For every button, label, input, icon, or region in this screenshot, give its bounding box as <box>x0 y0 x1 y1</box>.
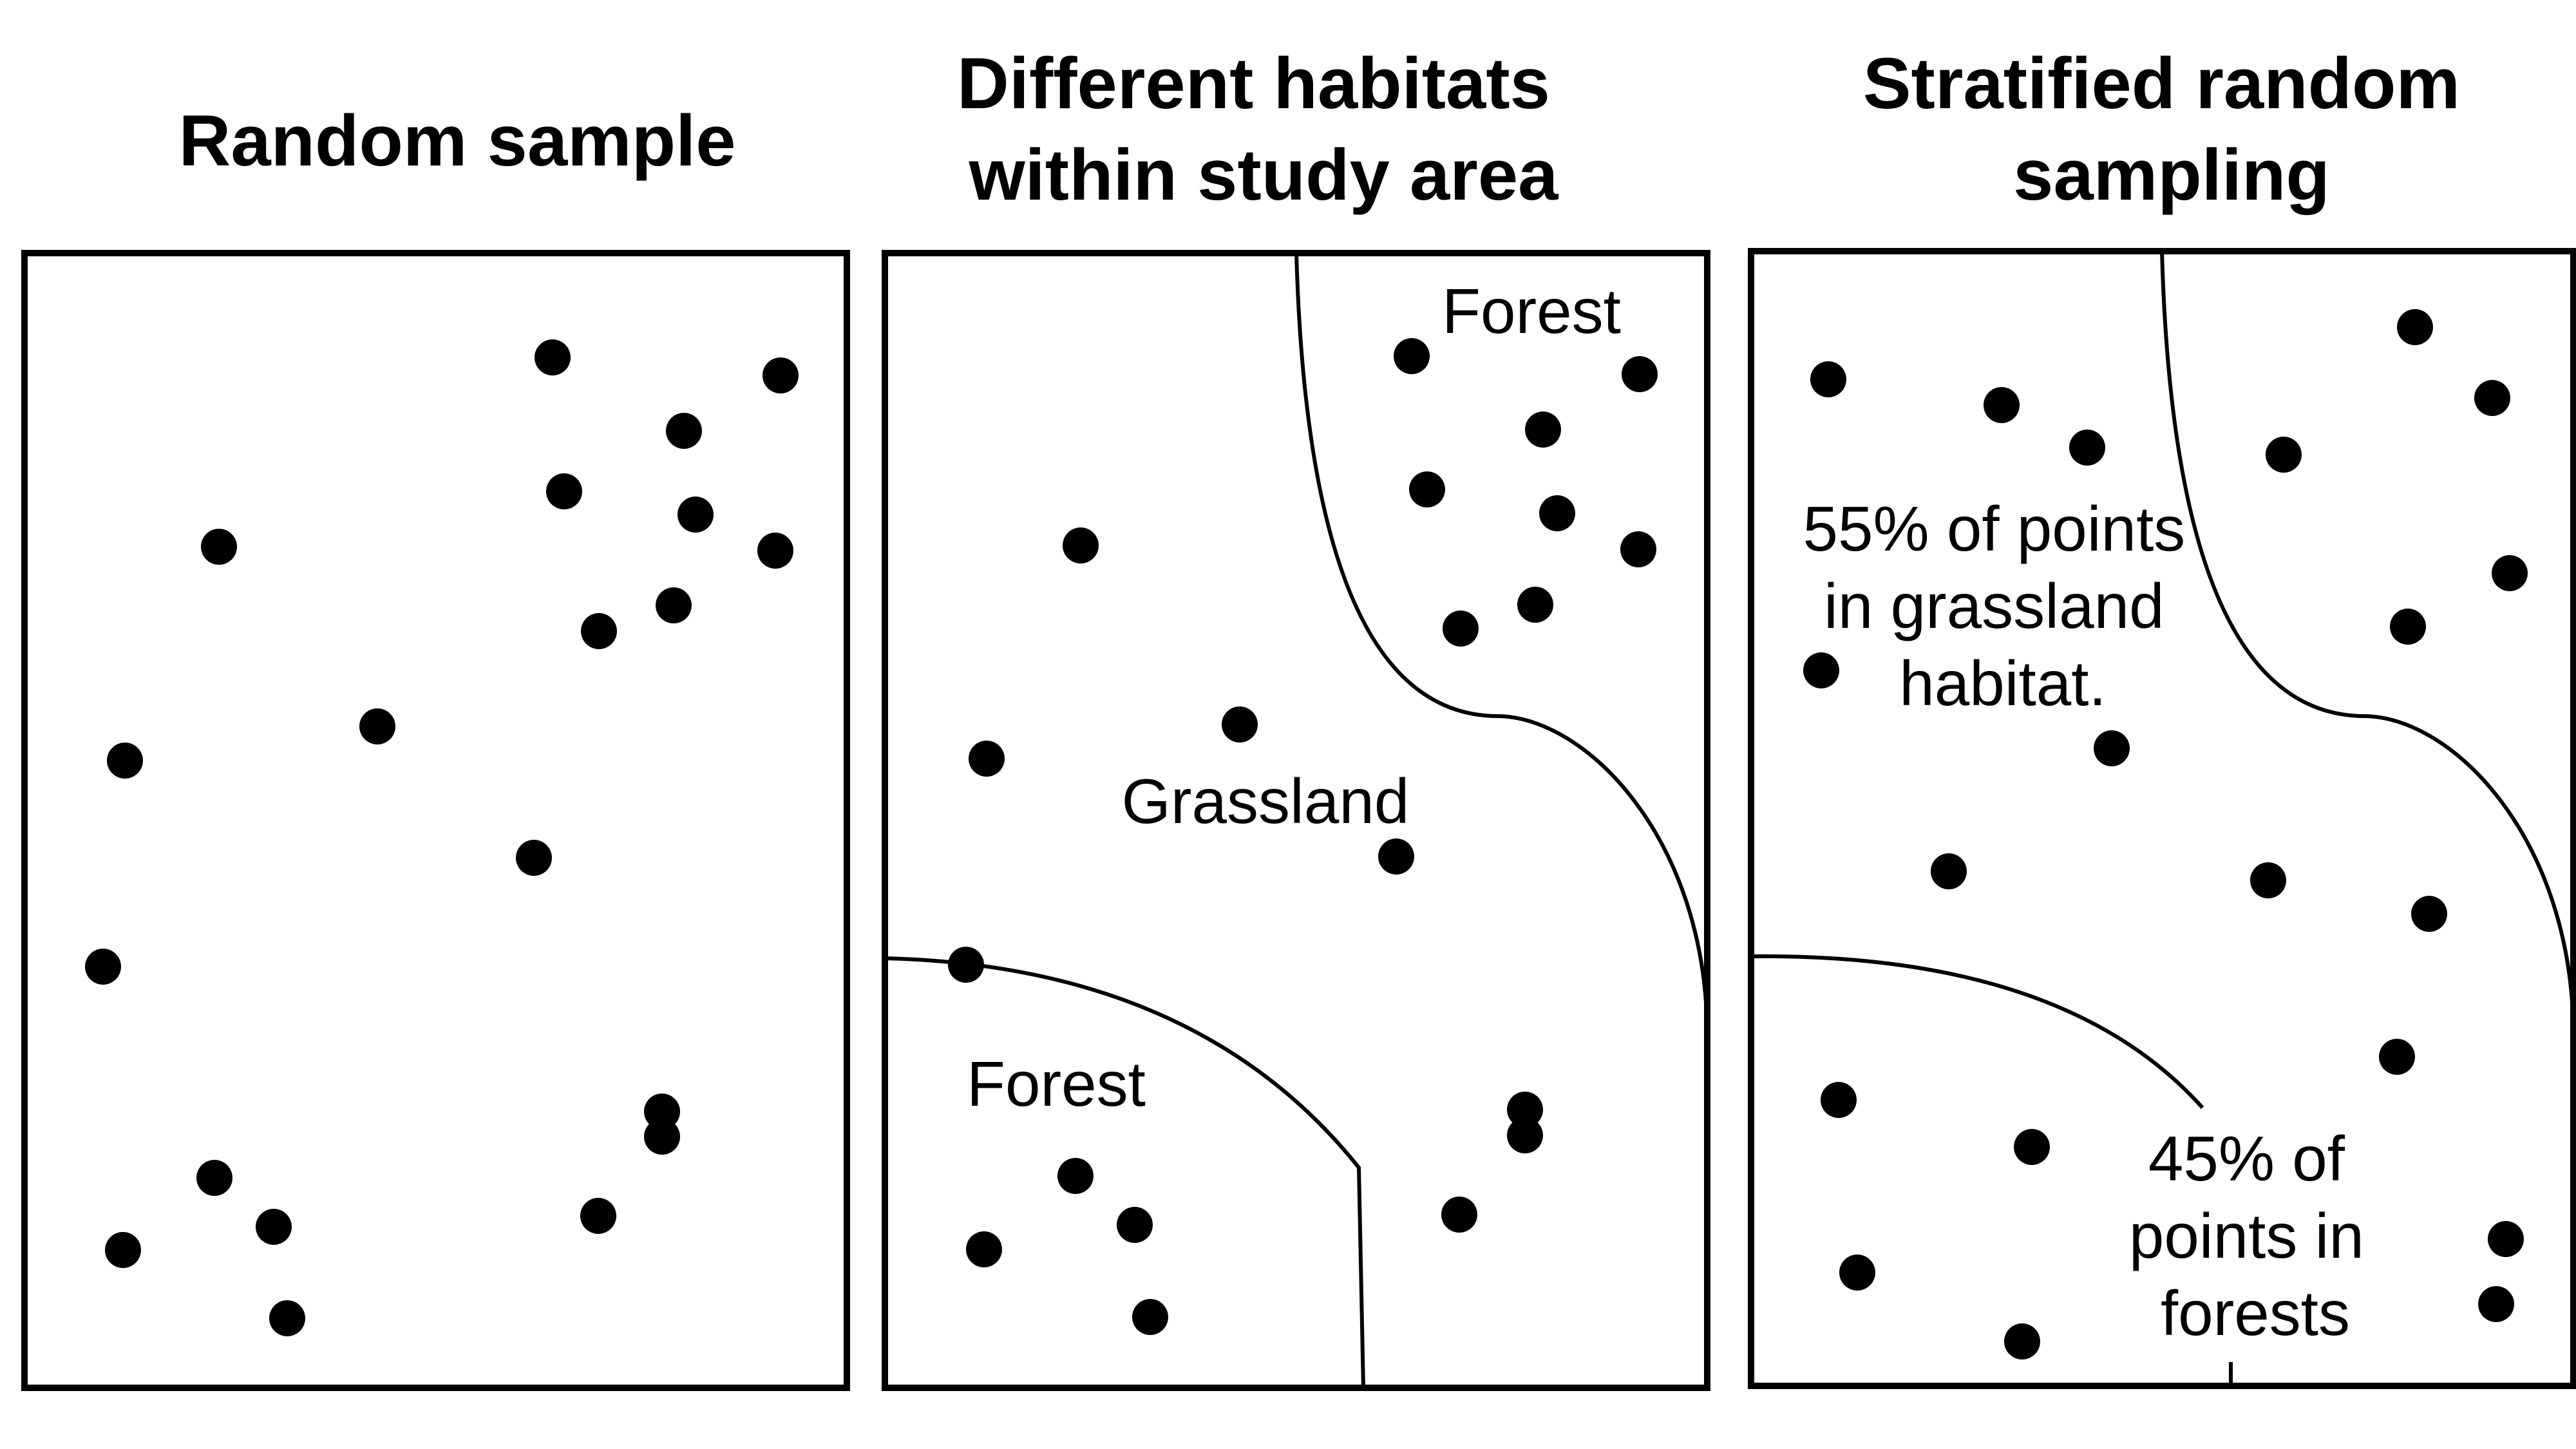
panel-3-sample-point-5 <box>2069 430 2105 466</box>
panel-3-sample-point-20 <box>2004 1323 2040 1359</box>
panel-2-sample-point-5 <box>1539 495 1575 531</box>
panel-3-title-line-2: sampling <box>2013 135 2330 215</box>
panel-2-title: Different habitats within study area <box>957 43 1570 215</box>
panel-3-sample-point-11 <box>1931 853 1967 889</box>
label-forest-bottom: Forest <box>967 1048 1146 1119</box>
panel-2-frame <box>882 250 1710 1391</box>
stratum-boundary-bottom-left <box>1750 954 2204 1110</box>
panel-2-title-line-1: Different habitats <box>957 43 1550 124</box>
panel-1-sample-point-12 <box>516 840 552 876</box>
panel-3-sample-points <box>1803 309 2528 1359</box>
panel-1-frame <box>21 250 850 1391</box>
panel-3-sample-point-15 <box>1821 1082 1857 1118</box>
panel-1-sample-points <box>85 339 799 1336</box>
label-forest-top: Forest <box>1442 276 1621 346</box>
panel-1-sample-point-13 <box>85 949 121 985</box>
panel-1-sample-point-17 <box>196 1160 232 1196</box>
panel-2-sample-point-11 <box>969 741 1005 777</box>
panel-1-sample-point-10 <box>359 708 395 744</box>
panel-2-sample-point-1 <box>1394 338 1430 374</box>
label-55-line-3: habitat. <box>1899 648 2106 719</box>
panel-stratified: Stratified random sampling 55% of points… <box>1748 43 2576 1389</box>
panel-1-sample-point-14 <box>644 1094 680 1130</box>
panel-1-sample-point-2 <box>762 357 799 393</box>
panel-1-sample-point-20 <box>269 1300 305 1336</box>
panel-1-sample-point-19 <box>105 1232 141 1268</box>
panel-habitats: Different habitats within study area For… <box>882 43 1710 1391</box>
panel-1-sample-point-5 <box>677 497 714 533</box>
panel-2-title-line-2: within study area <box>969 135 1559 215</box>
panel-random-sample: Random sample <box>21 100 850 1391</box>
panel-2-sample-point-6 <box>1620 531 1656 567</box>
panel-2-sample-points <box>948 338 1658 1335</box>
panel-3-sample-point-9 <box>1803 652 1839 688</box>
panel-3-sample-point-2 <box>2474 380 2510 416</box>
label-45-line-3: forests <box>2161 1278 2350 1349</box>
panel-2-sample-point-18 <box>1117 1207 1153 1243</box>
panel-3-sample-point-16 <box>2014 1129 2050 1165</box>
panel-1-sample-point-15 <box>644 1119 680 1155</box>
panel-3-sample-point-12 <box>2250 862 2286 898</box>
panel-1-sample-point-11 <box>107 743 143 779</box>
panel-3-sample-point-19 <box>2478 1286 2514 1322</box>
forest-boundary-top-right <box>1294 252 1709 1037</box>
panel-3-sample-point-7 <box>2492 555 2528 591</box>
panel-3-sample-point-10 <box>2094 730 2130 766</box>
panel-3-title-line-1: Stratified random <box>1863 43 2460 124</box>
label-55-line-2: in grassland <box>1824 571 2164 641</box>
panel-2-sample-point-17 <box>1057 1158 1094 1194</box>
panel-1-sample-point-9 <box>656 587 692 623</box>
label-55-line-1: 55% of points <box>1803 493 2185 564</box>
panel-3-sample-point-8 <box>2390 609 2426 645</box>
panel-1-sample-point-8 <box>581 613 617 649</box>
panel-3-sample-point-1 <box>2397 309 2433 345</box>
panel-2-sample-point-19 <box>966 1231 1002 1267</box>
panel-2-sample-point-16 <box>1441 1197 1477 1233</box>
panel-3-sample-point-13 <box>2411 896 2447 932</box>
panel-2-sample-point-2 <box>1622 356 1658 392</box>
label-45-percent: 45% of points in forests <box>2129 1123 2382 1349</box>
label-grassland: Grassland <box>1122 766 1410 837</box>
forest-boundary-bottom-left <box>884 956 1365 1388</box>
panel-3-sample-point-3 <box>1810 361 1846 397</box>
panel-1-sample-point-4 <box>546 473 582 509</box>
panel-3-sample-point-17 <box>2488 1221 2524 1257</box>
panel-2-sample-point-8 <box>1443 611 1479 647</box>
panel-2-sample-point-9 <box>1517 587 1553 623</box>
label-45-line-2: points in <box>2129 1200 2364 1271</box>
panel-3-sample-point-4 <box>1984 387 2020 423</box>
panel-2-sample-point-13 <box>948 947 984 983</box>
panel-1-sample-point-7 <box>201 529 237 565</box>
label-55-percent: 55% of points in grassland habitat. <box>1803 493 2202 719</box>
panel-2-sample-point-10 <box>1222 706 1258 743</box>
label-45-line-1: 45% of <box>2148 1123 2345 1194</box>
panel-1-sample-point-16 <box>580 1198 616 1234</box>
panel-2-sample-point-15 <box>1507 1117 1543 1153</box>
panel-2-sample-point-4 <box>1409 471 1445 507</box>
panel-1-title: Random sample <box>178 100 735 181</box>
panel-1-sample-point-3 <box>666 413 702 449</box>
panel-1-sample-point-6 <box>757 533 793 569</box>
panel-2-sample-point-7 <box>1063 527 1099 564</box>
panel-3-sample-point-18 <box>1839 1255 1875 1291</box>
panel-3-sample-point-14 <box>2379 1039 2415 1075</box>
panel-2-sample-point-12 <box>1378 838 1414 875</box>
panel-1-sample-point-1 <box>535 339 571 375</box>
panel-1-sample-point-18 <box>256 1209 292 1245</box>
stratum-boundary-top-right <box>2160 251 2575 1037</box>
panel-2-sample-point-14 <box>1507 1092 1543 1128</box>
panel-3-sample-point-6 <box>2266 437 2302 473</box>
panel-2-sample-point-20 <box>1132 1299 1168 1335</box>
panel-2-sample-point-3 <box>1525 412 1561 448</box>
panel-3-title: Stratified random sampling <box>1863 43 2480 215</box>
